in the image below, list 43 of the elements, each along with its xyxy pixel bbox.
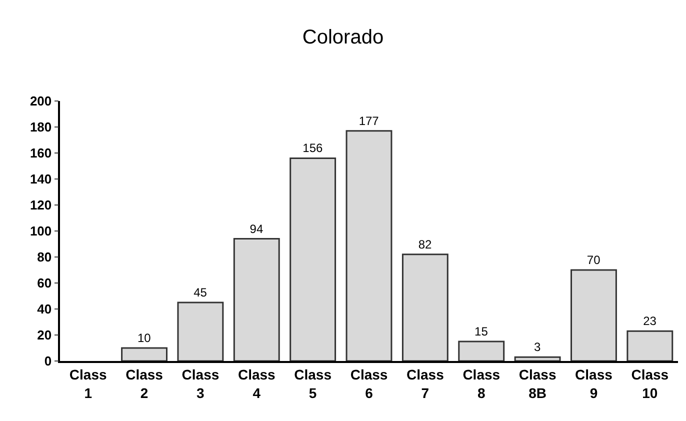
y-tick-label: 120 xyxy=(30,198,52,213)
data-label: 10 xyxy=(137,331,152,345)
y-tick-label: 60 xyxy=(37,276,52,291)
bar xyxy=(177,302,224,361)
bar xyxy=(121,347,168,361)
data-label: 15 xyxy=(474,324,488,338)
x-tick-label: Class 10 xyxy=(631,366,669,401)
y-tick-label: 20 xyxy=(37,328,52,343)
y-tick-label: 140 xyxy=(30,172,52,187)
x-tick-label: Class 5 xyxy=(294,366,332,401)
y-tick-label: 100 xyxy=(30,224,52,239)
x-tick-label: Class 2 xyxy=(126,366,164,401)
x-tick-label: Class 9 xyxy=(575,366,613,401)
data-label: 23 xyxy=(643,314,657,328)
x-tick-label: Class 8 xyxy=(462,366,500,401)
data-label: 94 xyxy=(250,222,264,236)
y-tick-label: 40 xyxy=(37,302,52,317)
y-tick-label: 200 xyxy=(30,94,52,109)
data-label: 177 xyxy=(358,114,380,128)
chart-title: Colorado xyxy=(302,26,384,48)
bar xyxy=(570,269,617,361)
bar xyxy=(514,356,561,361)
bar xyxy=(233,238,280,361)
x-tick-label: Class 1 xyxy=(69,366,107,401)
data-label: 45 xyxy=(194,286,208,300)
x-tick-label: Class 8B xyxy=(518,366,556,401)
bar xyxy=(402,254,448,361)
bar xyxy=(458,340,505,361)
bar xyxy=(346,130,392,361)
x-tick-label: Class 7 xyxy=(406,366,444,401)
x-tick-label: Class 4 xyxy=(238,366,276,401)
data-label: 3 xyxy=(534,340,542,354)
y-tick-label: 180 xyxy=(30,120,52,135)
x-tick-label: Class 6 xyxy=(350,366,388,401)
y-tick-label: 0 xyxy=(44,354,52,369)
data-label: 82 xyxy=(418,237,432,252)
x-tick-label: Class 3 xyxy=(182,366,220,401)
data-label: 156 xyxy=(302,141,323,156)
bar xyxy=(290,157,336,361)
bar xyxy=(626,330,674,361)
y-tick-label: 160 xyxy=(30,146,52,161)
y-tick-label: 80 xyxy=(37,250,52,265)
data-label: 70 xyxy=(586,253,601,267)
